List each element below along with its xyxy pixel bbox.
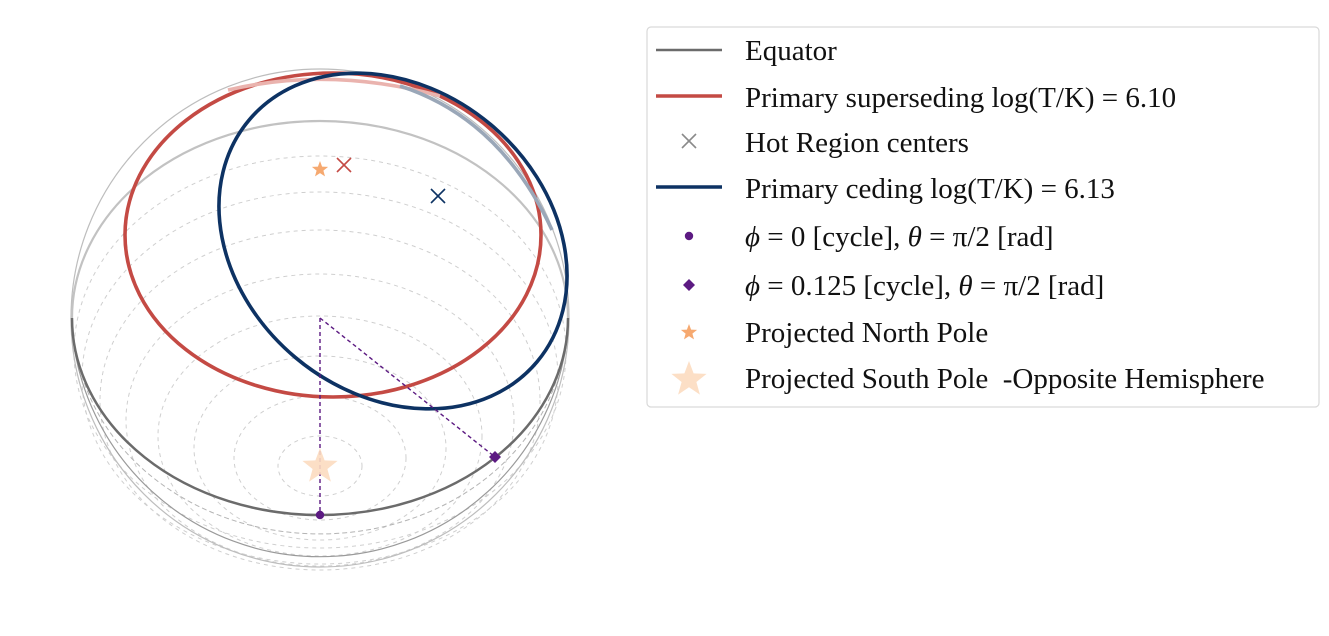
legend-item-phase-0: ϕ = 0 [cycle], θ = π/2 [rad] bbox=[684, 221, 1054, 253]
legend-label-south-pole: Projected South Pole -Opposite Hemispher… bbox=[745, 363, 1265, 395]
sphere-lower-limb-2 bbox=[77, 359, 563, 535]
legend: Equator Primary superseding log(T/K) = 6… bbox=[646, 26, 1320, 408]
legend-frame bbox=[646, 26, 1320, 408]
ceding-region-faded-arc bbox=[399, 84, 554, 231]
legend-label-phase-0125: ϕ = 0.125 [cycle], θ = π/2 [rad] bbox=[745, 270, 1104, 302]
phi-symbol: ϕ bbox=[745, 221, 760, 253]
legend-label-equator: Equator bbox=[745, 35, 837, 67]
grid-circle bbox=[99, 229, 541, 571]
legend-item-north-pole: Projected North Pole bbox=[680, 317, 988, 349]
legend-label-north-pole: Projected North Pole bbox=[745, 317, 988, 349]
theta-symbol: θ bbox=[958, 270, 972, 302]
star-marker-icon bbox=[680, 324, 698, 340]
legend-item-phase-0125: ϕ = 0.125 [cycle], θ = π/2 [rad] bbox=[683, 270, 1104, 302]
hot-center-ceding bbox=[430, 188, 446, 204]
phi-value: = 0 [cycle], bbox=[760, 221, 908, 253]
phase-meridians bbox=[319, 317, 496, 515]
x-marker-icon bbox=[681, 133, 697, 149]
grid-circle bbox=[193, 355, 447, 541]
meridian-phase-0125 bbox=[319, 317, 496, 458]
phase-0125-marker bbox=[489, 451, 501, 463]
equator-back bbox=[70, 119, 570, 319]
north-pole-star bbox=[311, 161, 329, 177]
legend-item-superseding: Primary superseding log(T/K) = 6.10 bbox=[656, 82, 1176, 114]
hot-center-superseding bbox=[336, 157, 352, 173]
theta-value: = π/2 [rad] bbox=[922, 221, 1054, 253]
legend-item-hot-centers: Hot Region centers bbox=[681, 127, 969, 159]
sphere-lower-limb bbox=[71, 329, 569, 558]
grid-circle bbox=[157, 315, 483, 557]
legend-label-ceding: Primary ceding log(T/K) = 6.13 bbox=[745, 173, 1115, 205]
phase-0-marker bbox=[315, 510, 325, 520]
sphere-plot bbox=[70, 68, 570, 571]
grid-circle bbox=[81, 191, 559, 565]
phi-symbol: ϕ bbox=[745, 270, 760, 302]
ceding-region-boundary bbox=[217, 71, 569, 411]
legend-item-equator: Equator bbox=[656, 35, 837, 67]
grid-circle bbox=[125, 273, 515, 567]
legend-label-superseding: Primary superseding log(T/K) = 6.10 bbox=[745, 82, 1176, 114]
theta-value: = π/2 [rad] bbox=[973, 270, 1105, 302]
grid-circle bbox=[73, 155, 567, 549]
phi-value: = 0.125 [cycle], bbox=[760, 270, 958, 302]
theta-symbol: θ bbox=[908, 221, 922, 253]
diamond-marker-icon bbox=[683, 279, 695, 291]
dot-marker-icon bbox=[684, 231, 694, 241]
superseding-region-boundary bbox=[123, 71, 543, 399]
legend-item-south-pole: Projected South Pole -Opposite Hemispher… bbox=[671, 361, 1265, 395]
legend-item-ceding: Primary ceding log(T/K) = 6.13 bbox=[656, 173, 1115, 205]
star-marker-icon-large bbox=[671, 361, 707, 395]
latitude-grid bbox=[73, 155, 567, 571]
legend-label-phase-0: ϕ = 0 [cycle], θ = π/2 [rad] bbox=[745, 221, 1054, 253]
south-pole-star bbox=[302, 448, 338, 482]
grid-circle bbox=[233, 395, 407, 521]
legend-label-hot-centers: Hot Region centers bbox=[745, 127, 969, 159]
